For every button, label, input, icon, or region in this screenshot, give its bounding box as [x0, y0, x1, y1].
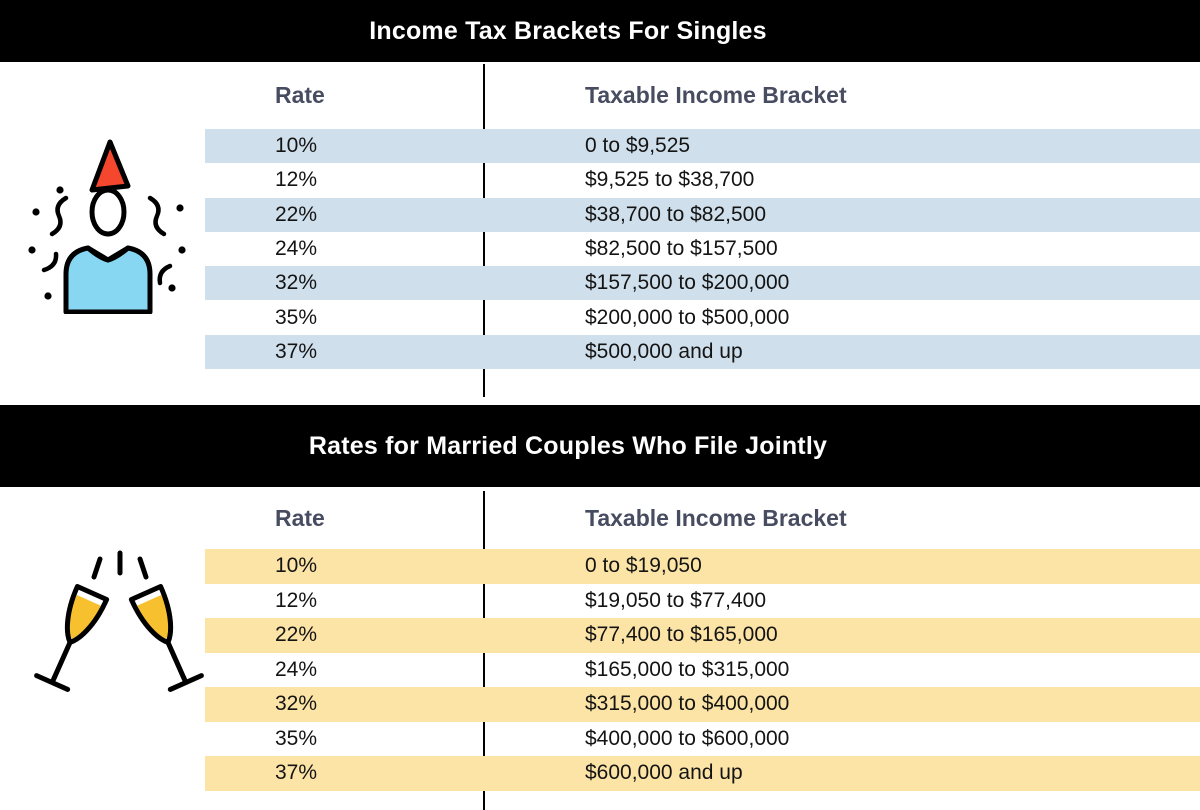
married-section: Rates for Married Couples Who File Joint… — [0, 405, 1200, 810]
rate-column-header: Rate — [275, 504, 325, 531]
bracket-cell: $38,700 to $82,500 — [585, 202, 767, 226]
table-row: 37% $600,000 and up — [205, 756, 1200, 791]
bracket-cell: $600,000 and up — [585, 761, 743, 785]
bracket-cell: $157,500 to $200,000 — [585, 271, 790, 295]
table-row: 24% $82,500 to $157,500 — [205, 232, 1200, 266]
table-row: 22% $38,700 to $82,500 — [205, 197, 1200, 232]
bracket-cell: $200,000 to $500,000 — [585, 305, 790, 329]
bracket-cell: $500,000 and up — [585, 339, 743, 363]
rate-cell: 10% — [275, 554, 318, 578]
bracket-cell: 0 to $19,050 — [585, 554, 702, 578]
married-title: Rates for Married Couples Who File Joint… — [308, 431, 828, 460]
bracket-cell: $9,525 to $38,700 — [585, 168, 755, 192]
singles-table: Rate Taxable Income Bracket 10% 0 to $9,… — [205, 62, 1200, 370]
bracket-cell: $315,000 to $400,000 — [585, 692, 790, 716]
rate-cell: 35% — [275, 726, 318, 750]
rate-cell: 24% — [275, 237, 318, 261]
rate-cell: 24% — [275, 657, 318, 681]
singles-section: Income Tax Brackets For Singles — [0, 0, 1200, 397]
rate-cell: 32% — [275, 692, 318, 716]
rate-cell: 37% — [275, 339, 318, 363]
rate-cell: 37% — [275, 761, 318, 785]
rate-cell: 12% — [275, 168, 318, 192]
bracket-cell: $77,400 to $165,000 — [585, 623, 778, 647]
married-table-body: 10% 0 to $19,050 12% $19,050 to $77,400 … — [205, 549, 1200, 791]
bracket-cell: $82,500 to $157,500 — [585, 237, 778, 261]
singles-title: Income Tax Brackets For Singles — [369, 16, 767, 45]
table-row: 10% 0 to $9,525 — [205, 129, 1200, 164]
table-row: 24% $165,000 to $315,000 — [205, 653, 1200, 688]
champagne-glasses-icon — [28, 547, 204, 739]
bracket-cell: 0 to $9,525 — [585, 134, 691, 158]
table-row: 12% $9,525 to $38,700 — [205, 163, 1200, 197]
singles-header-bar: Income Tax Brackets For Singles — [0, 0, 1200, 62]
party-person-icon — [22, 138, 190, 314]
table-row: 32% $315,000 to $400,000 — [205, 687, 1200, 722]
rate-cell: 35% — [275, 305, 318, 329]
table-row: 32% $157,500 to $200,000 — [205, 266, 1200, 301]
married-table: Rate Taxable Income Bracket 10% 0 to $19… — [205, 487, 1200, 791]
singles-table-body: 10% 0 to $9,525 12% $9,525 to $38,700 22… — [205, 129, 1200, 370]
table-row: 37% $500,000 and up — [205, 334, 1200, 370]
married-table-header: Rate Taxable Income Bracket — [205, 487, 1200, 549]
rate-column-header: Rate — [275, 82, 325, 108]
married-header-bar: Rates for Married Couples Who File Joint… — [0, 405, 1200, 487]
rate-cell: 12% — [275, 588, 318, 612]
table-row: 12% $19,050 to $77,400 — [205, 584, 1200, 619]
table-row: 35% $200,000 to $500,000 — [205, 300, 1200, 334]
bracket-cell: $400,000 to $600,000 — [585, 726, 790, 750]
bracket-column-header: Taxable Income Bracket — [585, 504, 847, 531]
bracket-cell: $165,000 to $315,000 — [585, 657, 790, 681]
table-row: 35% $400,000 to $600,000 — [205, 722, 1200, 757]
bracket-column-header: Taxable Income Bracket — [585, 82, 847, 108]
table-row: 10% 0 to $19,050 — [205, 549, 1200, 584]
rate-cell: 10% — [275, 134, 318, 158]
bracket-cell: $19,050 to $77,400 — [585, 588, 767, 612]
singles-table-header: Rate Taxable Income Bracket — [205, 62, 1200, 129]
rate-cell: 32% — [275, 271, 318, 295]
rate-cell: 22% — [275, 623, 318, 647]
table-row: 22% $77,400 to $165,000 — [205, 618, 1200, 653]
rate-cell: 22% — [275, 202, 318, 226]
